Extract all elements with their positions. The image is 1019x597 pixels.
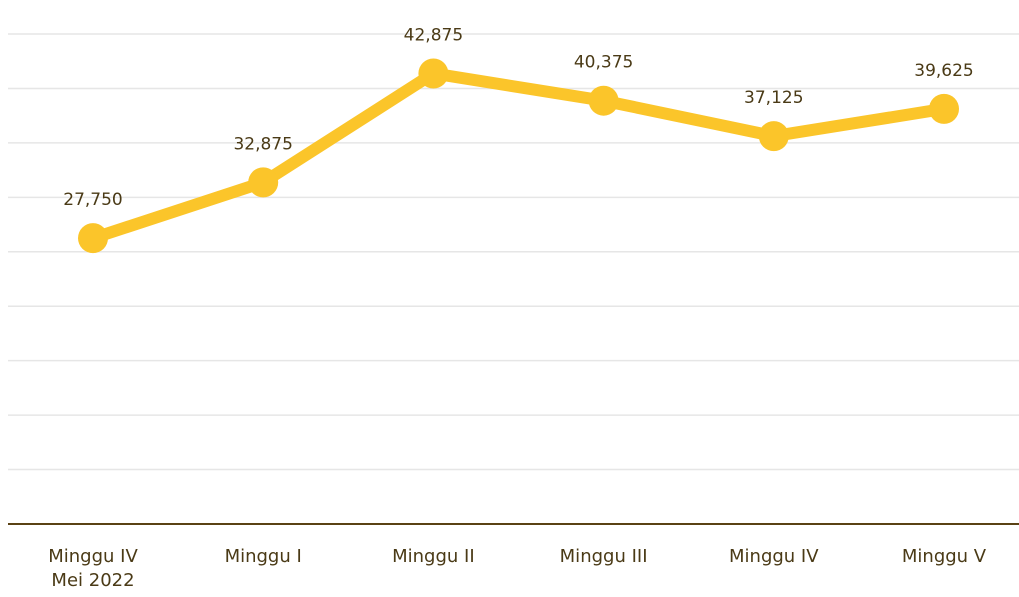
data-label: 40,375 bbox=[574, 53, 633, 73]
point bbox=[929, 93, 959, 124]
data-label: 37,125 bbox=[744, 88, 803, 108]
line bbox=[91, 67, 945, 244]
x-tick-label: Minggu II bbox=[392, 546, 475, 567]
point bbox=[418, 58, 449, 89]
point bbox=[758, 121, 789, 152]
data-label: 39,625 bbox=[914, 61, 973, 81]
x-tick-label: Minggu V bbox=[901, 546, 987, 567]
x-tick-label: Minggu III bbox=[559, 546, 648, 567]
data-label: 32,875 bbox=[233, 134, 292, 154]
point bbox=[248, 167, 279, 198]
point bbox=[78, 223, 108, 254]
data-label: 42,875 bbox=[404, 25, 463, 45]
x-tick-label: Minggu IV bbox=[729, 546, 819, 567]
data-label: 27,750 bbox=[63, 190, 122, 210]
x-tick-label: Minggu IV Mei 2022 bbox=[48, 546, 138, 591]
x-tick-label: Minggu I bbox=[224, 546, 302, 567]
point bbox=[588, 85, 619, 116]
